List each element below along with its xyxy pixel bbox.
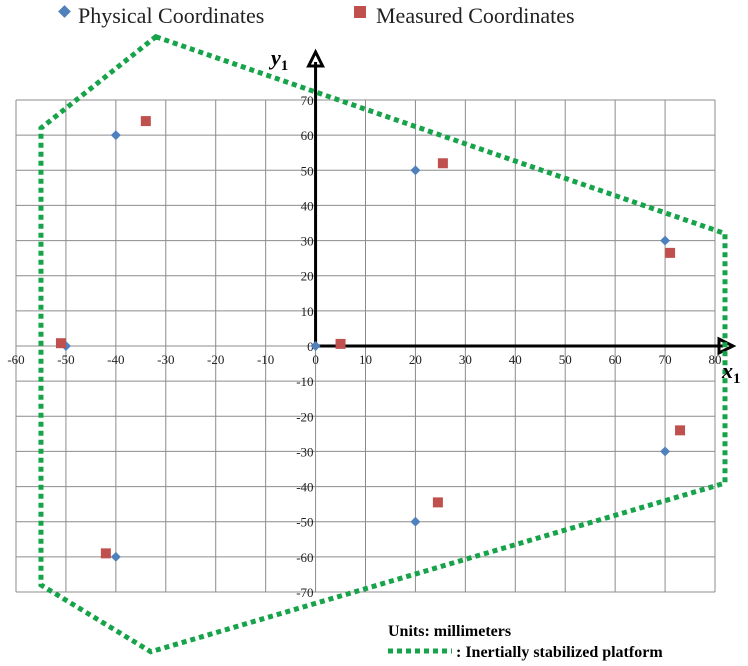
units-note: Units: millimeters <box>388 623 511 640</box>
point-measured <box>432 497 443 508</box>
x-tick-label: 50 <box>559 352 572 367</box>
x-tick-label: -20 <box>207 352 224 367</box>
y-axis-subscript: 1 <box>281 58 289 74</box>
x-tick-label: -50 <box>57 352 74 367</box>
point-physical <box>110 551 121 562</box>
y-tick-label: -50 <box>296 515 313 530</box>
x-axis-letter: x <box>721 358 733 383</box>
point-measured <box>335 338 346 349</box>
y-tick-label: 30 <box>301 234 314 249</box>
point-measured <box>437 158 448 169</box>
y-tick-label: -10 <box>296 374 313 389</box>
axis-names: y1 x1 <box>268 45 741 387</box>
y-tick-label: -30 <box>296 444 313 459</box>
point-measured <box>55 338 66 349</box>
y-tick-label: 0 <box>307 339 314 354</box>
x-tick-label: 0 <box>312 352 319 367</box>
y-tick-label: -40 <box>296 480 313 495</box>
point-measured <box>675 425 686 436</box>
x-tick-label: 40 <box>509 352 522 367</box>
y-tick-label: 50 <box>301 163 314 178</box>
y-tick-label: -60 <box>296 550 313 565</box>
y-tick-label: 70 <box>301 93 314 108</box>
y-axis-letter: y <box>268 45 281 70</box>
x-tick-label: 60 <box>609 352 622 367</box>
x-tick-label: 30 <box>459 352 472 367</box>
x-axis-label: x1 <box>721 358 741 387</box>
point-measured <box>140 116 151 127</box>
axes <box>306 48 737 356</box>
legend-marker-measured <box>354 6 366 18</box>
legend: Physical Coordinates Measured Coordinate… <box>58 3 575 28</box>
x-axis-subscript: 1 <box>733 371 741 387</box>
x-tick-label: 70 <box>659 352 672 367</box>
point-physical <box>660 235 671 246</box>
x-tick-label: -40 <box>107 352 124 367</box>
platform-legend-label: : Inertially stabilized platform <box>456 644 663 661</box>
y-tick-label: -20 <box>296 409 313 424</box>
y-tick-label: 40 <box>301 198 314 213</box>
y-tick-label: -70 <box>296 585 313 600</box>
point-physical <box>410 516 421 527</box>
tick-labels: -60 -50 -40 -30 -20 -10 0 10 20 30 40 50 60 70 80 -70 -6… <box>7 93 721 600</box>
y-axis-arrowhead <box>306 48 325 68</box>
annotations: Units: millimeters : Inertially stabiliz… <box>388 623 663 661</box>
y-tick-label: 60 <box>301 128 314 143</box>
x-tick-label: -30 <box>157 352 174 367</box>
point-measured <box>665 247 676 258</box>
x-tick-label: 20 <box>409 352 422 367</box>
legend-marker-physical <box>58 5 71 18</box>
platform-boundary <box>38 33 728 655</box>
y-tick-label: 20 <box>301 269 314 284</box>
point-physical <box>310 341 321 351</box>
x-tick-label: 80 <box>709 352 722 367</box>
x-tick-label: 10 <box>359 352 372 367</box>
point-physical <box>410 165 421 176</box>
platform-outline <box>38 33 728 655</box>
legend-label-measured: Measured Coordinates <box>376 3 575 28</box>
legend-label-physical: Physical Coordinates <box>78 3 264 28</box>
x-tick-label: -60 <box>7 352 24 367</box>
y-tick-label: 10 <box>301 304 314 319</box>
point-physical <box>110 130 121 141</box>
point-physical <box>660 446 671 457</box>
data-points <box>55 116 686 562</box>
y-axis-label: y1 <box>268 45 288 74</box>
x-tick-label: -10 <box>257 352 274 367</box>
point-measured <box>100 548 111 559</box>
